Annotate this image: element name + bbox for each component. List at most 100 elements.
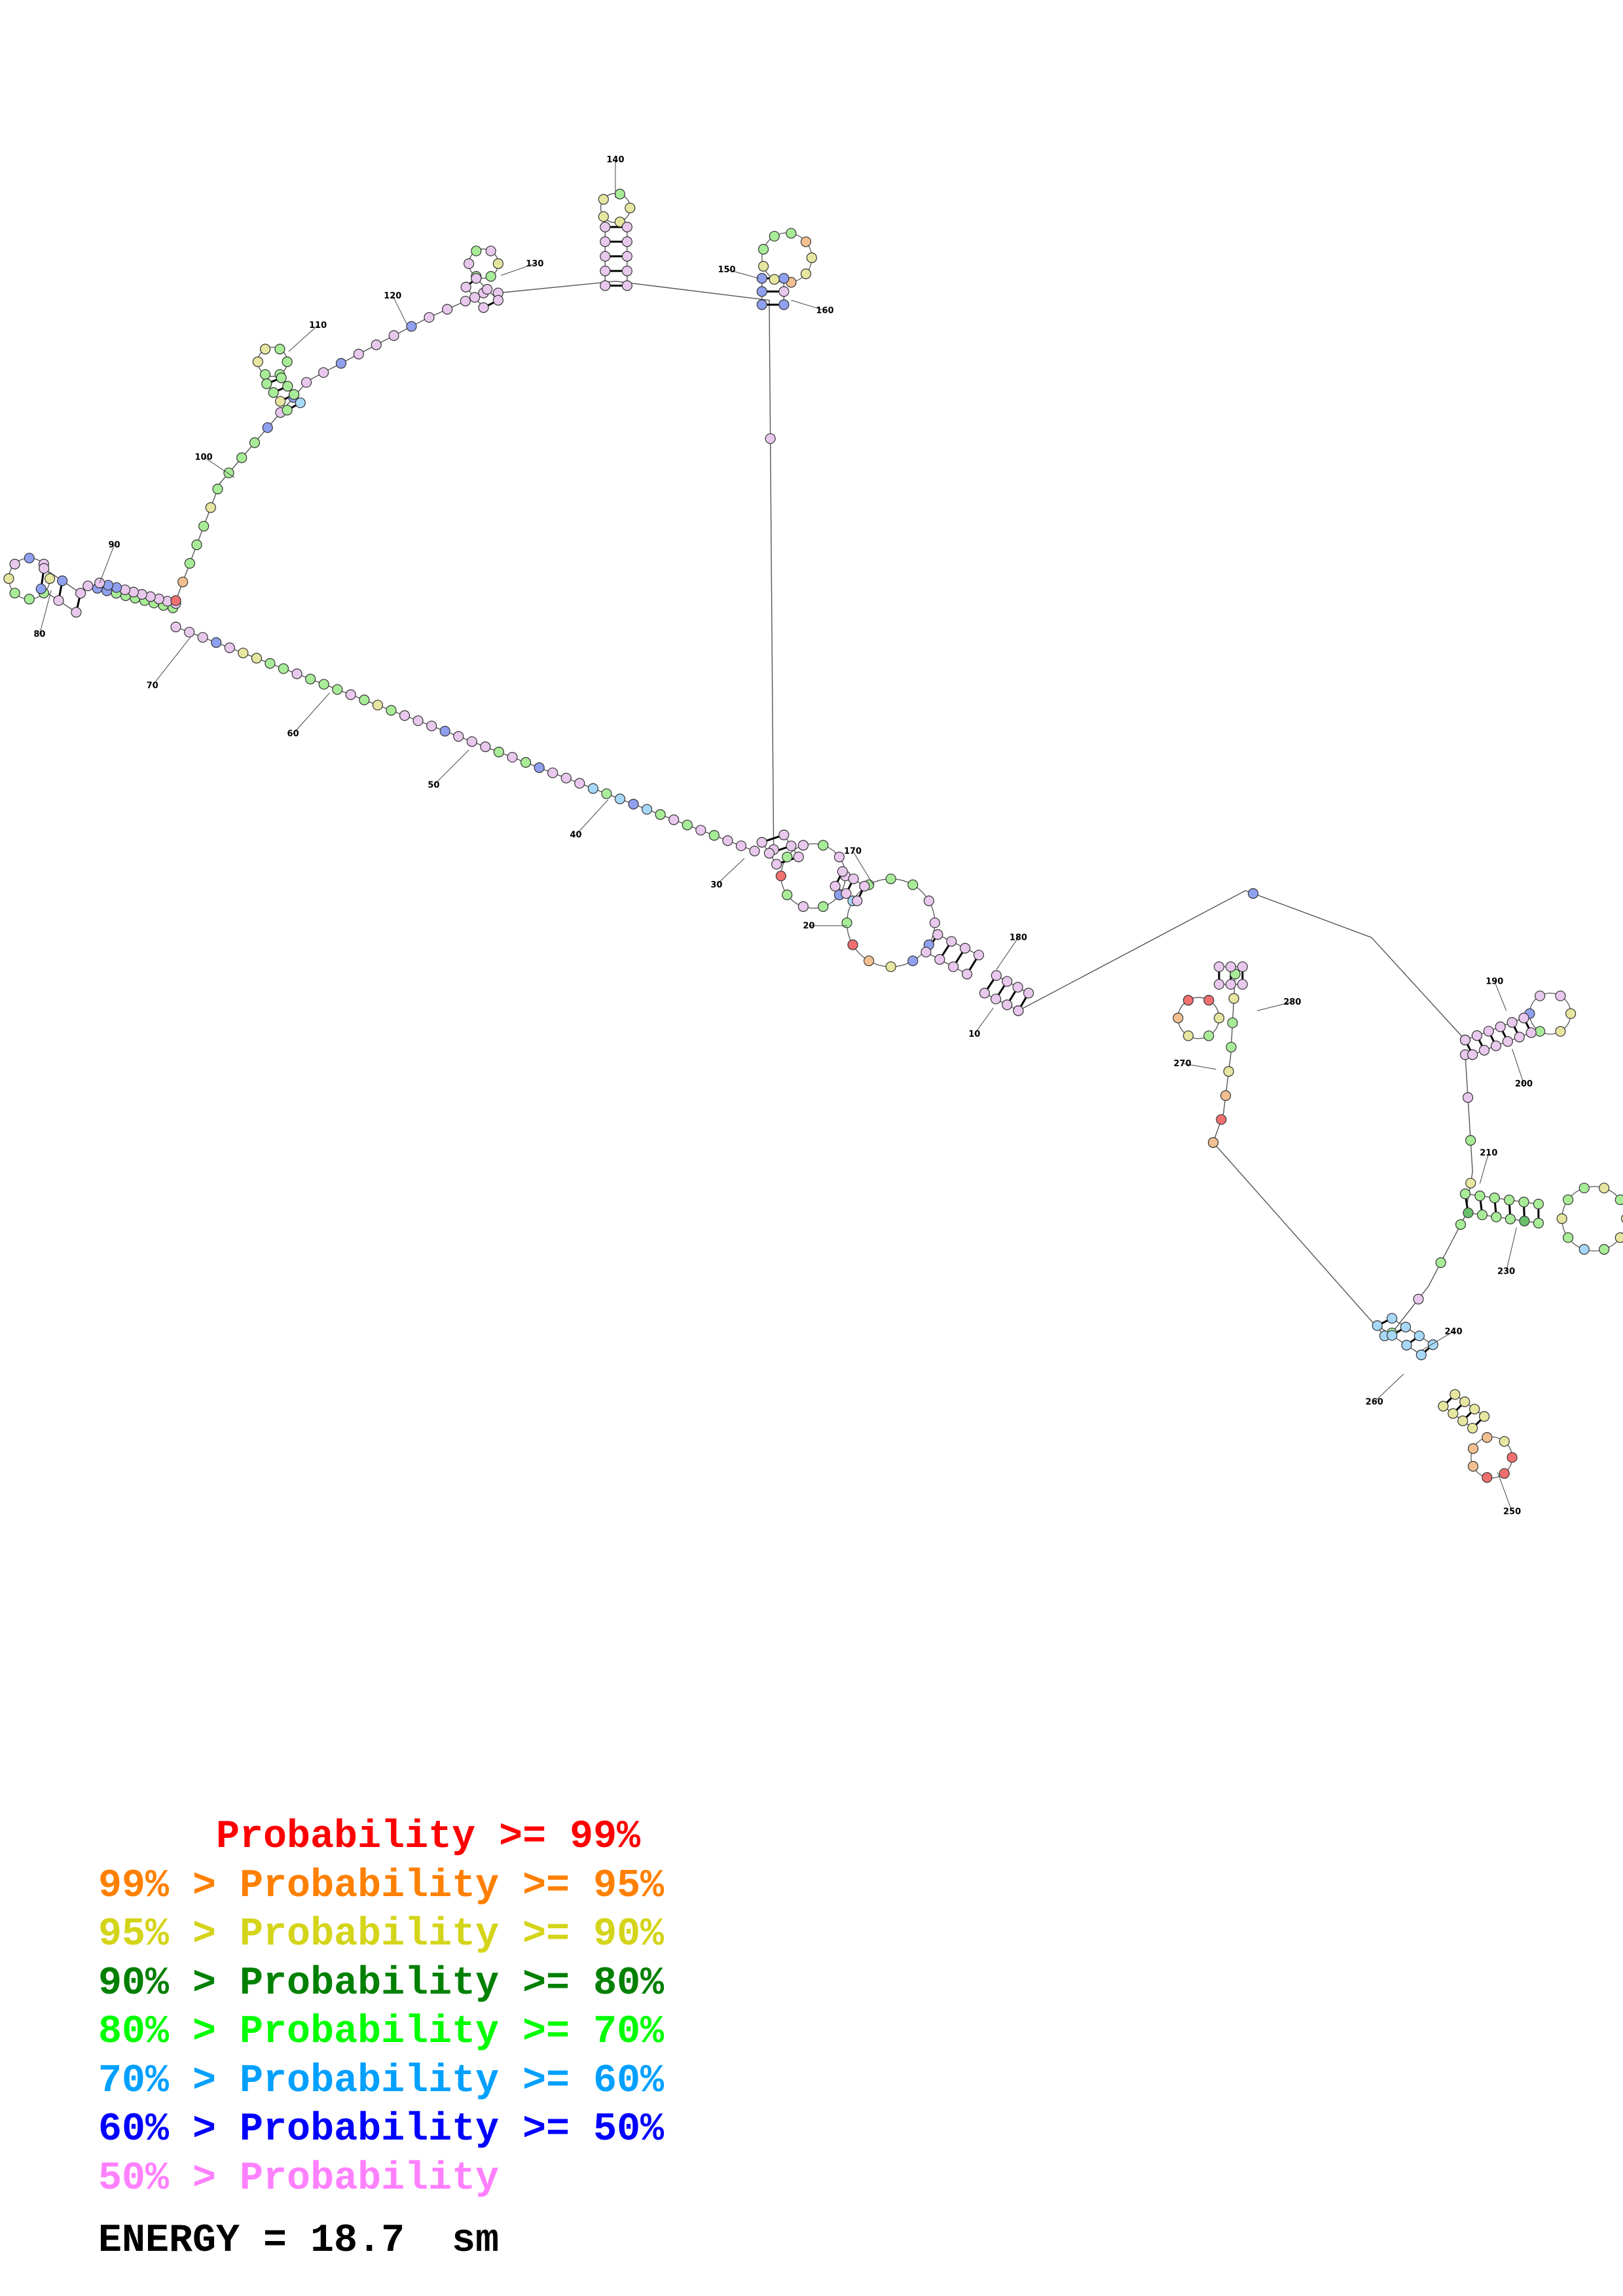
nucleotide (1216, 1114, 1227, 1125)
nucleotide (282, 356, 293, 367)
nucleotide (786, 840, 797, 852)
backbone-segment (1454, 1394, 1485, 1417)
tick-leader (1494, 981, 1507, 1011)
nucleotide (800, 268, 812, 279)
nucleotide (184, 626, 195, 637)
nucleotide (598, 194, 609, 205)
legend-row-4: 80% > Probability >= 70% (98, 2008, 664, 2057)
nucleotide (1471, 1030, 1483, 1041)
legend-prefix: 99% > (98, 1863, 240, 1909)
tick-leader (726, 269, 759, 279)
tick-label-90: 90 (109, 541, 120, 550)
nucleotide (1504, 1213, 1516, 1225)
nucleotide (1225, 978, 1237, 990)
nucleotide (1578, 1244, 1590, 1255)
nucleotide (259, 369, 271, 380)
nucleotide (885, 961, 896, 973)
nucleotide (600, 236, 611, 247)
nucleotide (655, 809, 666, 820)
tick-leader (288, 325, 318, 352)
nucleotide (587, 783, 598, 794)
nucleotide (1415, 1350, 1427, 1361)
legend-row-5: 70% > Probability >= 60% (98, 2057, 664, 2106)
nucleotide (600, 251, 611, 262)
nucleotide (830, 880, 841, 892)
nucleotide (1535, 990, 1546, 1001)
nucleotide (1459, 1188, 1471, 1200)
legend-label: Probability >= 70% (240, 2010, 665, 2054)
nucleotide (1614, 1194, 1623, 1206)
nucleotide (991, 970, 1002, 981)
nucleotide (1220, 1090, 1231, 1102)
nucleotide (847, 939, 858, 950)
nucleotide (466, 736, 477, 747)
tick-label-120: 120 (384, 291, 401, 301)
legend-prefix: 80% > (98, 2010, 240, 2054)
nucleotide (929, 917, 940, 929)
nucleotide (372, 700, 384, 711)
tick-label-20: 20 (803, 921, 814, 931)
nucleotide (35, 583, 46, 594)
nucleotide (1499, 1436, 1510, 1447)
nucleotide (1223, 1066, 1234, 1077)
nucleotide (837, 866, 848, 877)
nucleotide (923, 895, 934, 906)
nucleotide (1401, 1340, 1412, 1351)
nucleotide (1228, 993, 1239, 1004)
backbone-segment (1391, 1318, 1434, 1346)
tick-leader (791, 300, 826, 311)
nucleotide (1450, 1389, 1461, 1400)
nucleotide (1535, 1026, 1546, 1037)
nucleotide (1578, 1183, 1590, 1194)
nucleotide (493, 746, 505, 758)
nucleotide (1400, 1321, 1412, 1333)
nucleotide (305, 673, 316, 685)
nucleotide (1002, 976, 1013, 987)
nucleotide (177, 577, 189, 588)
nucleotide (786, 228, 797, 239)
nucleotide (852, 895, 863, 906)
nucleotide (1248, 888, 1259, 899)
nucleotide (471, 245, 482, 257)
nucleotide (212, 484, 223, 495)
nucleotide (775, 870, 786, 882)
nucleotide (399, 710, 410, 721)
tick-label-210: 210 (1480, 1148, 1497, 1158)
nucleotide (224, 642, 235, 653)
nucleotide (1213, 1013, 1225, 1024)
nucleotide (1533, 1217, 1544, 1229)
nucleotide (318, 367, 329, 378)
nucleotide (818, 840, 829, 851)
legend-label: Probability (240, 2156, 500, 2201)
nucleotide (1555, 990, 1566, 1001)
nucleotide (424, 312, 435, 323)
nucleotide (642, 804, 653, 815)
nucleotide (291, 668, 302, 679)
nucleotide (262, 422, 273, 433)
nucleotide (756, 836, 767, 848)
nucleotide (1203, 995, 1214, 1006)
base-pair-bonds (40, 226, 1540, 1429)
nucleotide (756, 299, 767, 310)
nucleotide (492, 295, 504, 306)
tick-leader (1497, 1472, 1513, 1512)
nucleotide (1599, 1244, 1610, 1255)
nucleotide (252, 356, 263, 367)
backbone-lines (8, 192, 1623, 1479)
nucleotide (560, 772, 572, 783)
nucleotide (765, 433, 776, 444)
rna-structure-diagram: 10 20 30 40 50 60 70 80 90 100 110 120 130 140 150 160 1… (3, 155, 1623, 1517)
nucleotide (1455, 1219, 1467, 1230)
nucleotide (24, 594, 35, 605)
nucleotide (278, 663, 289, 674)
tick-leader (433, 749, 469, 785)
nucleotide (682, 819, 693, 831)
nucleotide (82, 581, 94, 592)
nucleotide (191, 539, 202, 550)
legend-prefix: 95% > (98, 1912, 240, 1957)
tick-label-230: 230 (1497, 1267, 1515, 1277)
tick-label-200: 200 (1515, 1079, 1533, 1089)
nucleotide (301, 377, 312, 388)
nucleotide (800, 236, 812, 247)
legend-label: Probability >= 90% (240, 1912, 665, 1957)
